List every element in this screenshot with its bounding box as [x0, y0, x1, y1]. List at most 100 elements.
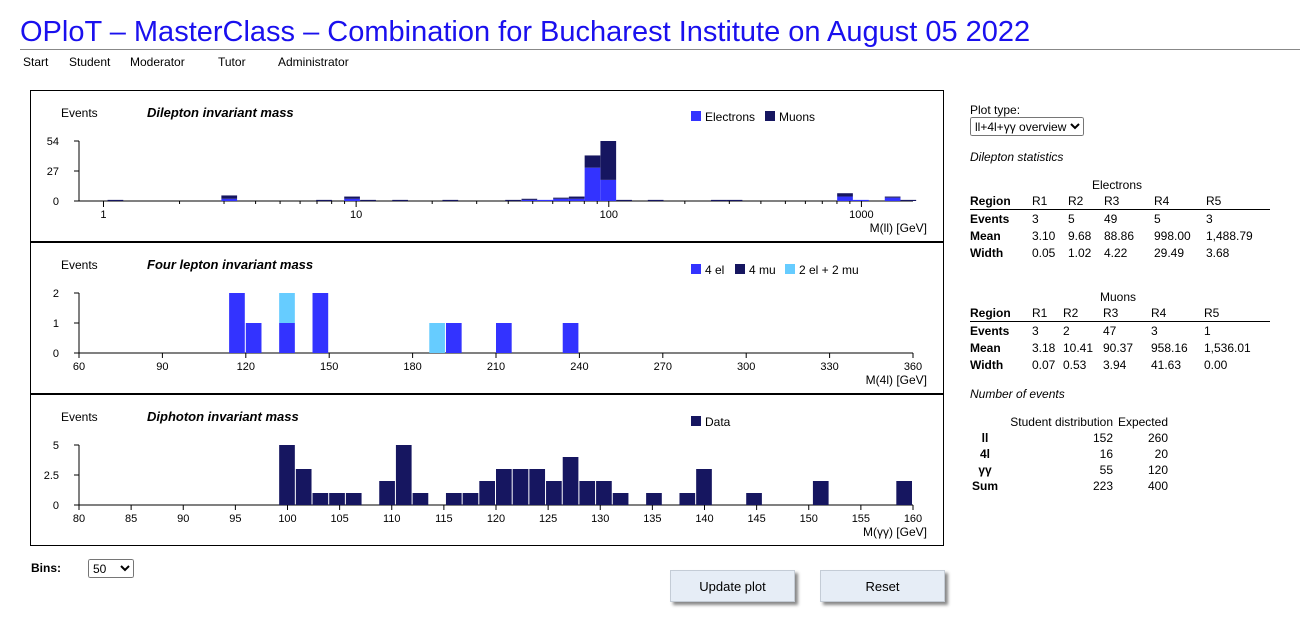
nav-start[interactable]: Start	[23, 55, 49, 69]
data-bar	[496, 469, 512, 505]
x-tick-label: 210	[487, 361, 505, 373]
stat-cell: 1	[1204, 323, 1211, 338]
x-axis-label: M(4l) [GeV]	[866, 373, 927, 387]
region-col: R4	[1154, 192, 1206, 210]
x-tick-label: 145	[747, 513, 765, 525]
muons-bar	[900, 199, 917, 201]
data-bar	[445, 493, 462, 505]
plot-type-label: Plot type:	[970, 103, 1021, 117]
legend-swatch	[735, 264, 745, 274]
electrons-stats-table: Region R1 R2 R3 R4 R5 Events 3 5 49 5 3 …	[970, 192, 1270, 261]
x-tick-label: 140	[695, 513, 713, 525]
y-tick-label: 0	[53, 348, 59, 360]
mixed-bar	[279, 293, 295, 323]
student-count: 16	[1099, 447, 1113, 461]
legend-item: Data	[705, 415, 731, 429]
panel-divider	[31, 241, 943, 243]
legend-swatch	[691, 264, 701, 274]
table-row: ll 152 260	[970, 430, 1168, 446]
data-bar	[746, 493, 762, 505]
x-tick-label: 270	[654, 361, 672, 373]
4el-bar	[229, 293, 245, 353]
data-bar	[312, 493, 329, 505]
x-tick-label: 10	[350, 209, 362, 221]
stat-cell: 0.05	[1032, 245, 1056, 260]
muons-caption: Muons	[1100, 290, 1137, 304]
stat-cell: 958.16	[1151, 340, 1188, 355]
x-tick-label: 105	[330, 513, 348, 525]
nav-tutor[interactable]: Tutor	[218, 55, 246, 69]
region-col: R3	[1104, 192, 1154, 210]
diphoton-panel: Events Diphoton invariant mass 0 2.5 5 80 85 90…	[31, 395, 943, 546]
x-tick-label: 60	[73, 361, 85, 373]
data-bar	[295, 469, 312, 505]
x-tick-label: 1000	[849, 209, 873, 221]
table-row: Events 3 5 49 5 3	[970, 210, 1270, 228]
table-row: 4l 16 20	[970, 446, 1168, 462]
y-tick-label: 2.5	[44, 470, 59, 482]
region-col: R5	[1206, 192, 1270, 210]
muons-bar	[616, 199, 632, 201]
electrons-bar	[553, 198, 569, 201]
stat-cell: 5	[1154, 211, 1161, 226]
y-tick-label: 5	[53, 440, 59, 452]
row-label: γγ	[978, 463, 992, 477]
x-tick-label: 120	[237, 361, 255, 373]
region-col: R5	[1204, 304, 1270, 322]
electrons-bar	[853, 199, 869, 201]
4el-bar	[496, 323, 512, 353]
electrons-bar	[521, 199, 538, 201]
x-tick-label: 240	[570, 361, 588, 373]
muons-bar	[221, 195, 238, 199]
data-bar	[479, 481, 495, 505]
row-label: Events	[970, 211, 1010, 226]
4el-bar	[445, 323, 462, 353]
dilepton-stats-heading: Dilepton statistics	[970, 150, 1064, 164]
muons-bar	[344, 196, 360, 199]
electrons-bar	[537, 199, 553, 201]
row-label: Width	[970, 245, 1004, 260]
row-label: Mean	[970, 340, 1001, 355]
legend-swatch	[785, 264, 795, 274]
muons-bar	[505, 199, 521, 201]
muons-bar	[837, 193, 853, 197]
muons-bar	[521, 198, 538, 200]
four-lepton-panel: Events Four lepton invariant mass 0 1 2 60 90 1…	[31, 243, 943, 394]
bins-select[interactable]: 50	[88, 559, 134, 578]
data-bar	[562, 457, 579, 505]
title-divider	[20, 49, 1300, 50]
nav-moderator[interactable]: Moderator	[130, 55, 185, 69]
data-bar	[345, 493, 362, 505]
electrons-bar	[568, 198, 585, 201]
reset-button[interactable]: Reset	[820, 570, 945, 602]
nav-student[interactable]: Student	[69, 55, 111, 69]
x-tick-label: 300	[737, 361, 755, 373]
y-tick-label: 0	[53, 500, 59, 512]
expected-count: 400	[1147, 479, 1168, 493]
x-tick-label: 125	[539, 513, 557, 525]
plot-type-select[interactable]: ll+4l+γγ overview	[970, 117, 1084, 136]
stat-cell: 1,536.01	[1204, 340, 1251, 355]
electrons-bar	[584, 167, 601, 201]
student-count: 223	[1092, 479, 1113, 493]
stat-cell: 3.94	[1103, 357, 1127, 372]
stat-cell: 5	[1068, 211, 1075, 226]
table-row: Width 0.07 0.53 3.94 41.63 0.00	[970, 356, 1270, 373]
x-tick-label: 110	[383, 513, 401, 525]
y-axis-label: Events	[61, 106, 98, 120]
nav-administrator[interactable]: Administrator	[278, 55, 349, 69]
data-bar	[896, 481, 912, 505]
page-title: OPloT – MasterClass – Combination for Bu…	[20, 16, 1031, 48]
region-col: R4	[1151, 304, 1204, 322]
muons-stats-table: Region R1 R2 R3 R4 R5 Events 3 2 47 3 1 …	[970, 304, 1270, 373]
x-tick-label: 150	[320, 361, 338, 373]
data-bar	[329, 493, 345, 505]
4el-bar	[562, 323, 579, 353]
table-row: Mean 3.18 10.41 90.37 958.16 1,536.01	[970, 339, 1270, 356]
chart-title: Four lepton invariant mass	[147, 257, 313, 272]
data-bar	[646, 493, 662, 505]
update-plot-button[interactable]: Update plot	[670, 570, 795, 602]
chart-title: Diphoton invariant mass	[147, 409, 299, 424]
x-tick-label: 135	[643, 513, 661, 525]
student-distribution-header: Student distribution	[1010, 415, 1113, 429]
